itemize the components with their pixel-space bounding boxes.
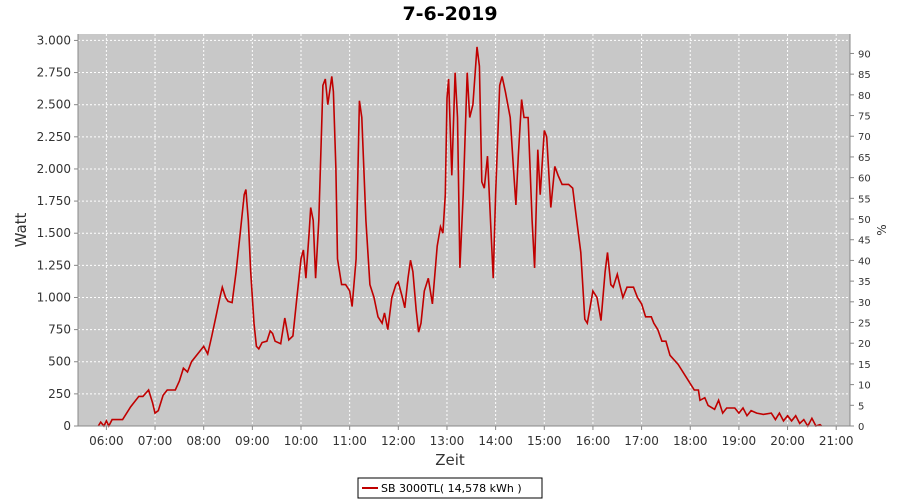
y-tick-label: 1.500 bbox=[37, 226, 71, 240]
x-tick-label: 10:00 bbox=[284, 434, 319, 448]
x-tick-label: 16:00 bbox=[576, 434, 611, 448]
legend bbox=[357, 477, 543, 499]
y2-tick-label: 85 bbox=[858, 70, 871, 81]
x-tick-label: 07:00 bbox=[138, 434, 173, 448]
y2-tick-label: 40 bbox=[858, 256, 871, 267]
x-tick-label: 19:00 bbox=[722, 434, 757, 448]
x-tick-label: 20:00 bbox=[770, 434, 805, 448]
x-tick-label: 12:00 bbox=[381, 434, 416, 448]
x-tick-label: 17:00 bbox=[624, 434, 659, 448]
y2-tick-label: 80 bbox=[858, 91, 871, 102]
legend-label: SB 3000TL( 14,578 kWh ) bbox=[381, 482, 522, 495]
series-line bbox=[97, 46, 823, 428]
y2-tick-label: 5 bbox=[858, 401, 864, 412]
x-axis-label: Zeit bbox=[435, 451, 465, 469]
y-tick-label: 750 bbox=[48, 323, 71, 337]
y2-tick-label: 45 bbox=[858, 236, 871, 247]
y2-tick-label: 50 bbox=[858, 215, 871, 226]
y-tick-label: 2.000 bbox=[37, 162, 71, 176]
x-tick-label: 08:00 bbox=[186, 434, 221, 448]
plot-area bbox=[78, 34, 850, 426]
y-tick-label: 1.000 bbox=[37, 290, 71, 304]
chart-title: 7-6-2019 bbox=[402, 3, 497, 25]
y2-tick-label: 75 bbox=[858, 112, 871, 123]
y2-tick-label: 20 bbox=[858, 339, 871, 350]
y2-axis-label: % bbox=[875, 224, 889, 235]
y-tick-label: 2.750 bbox=[37, 66, 71, 80]
x-tick-label: 06:00 bbox=[89, 434, 124, 448]
x-tick-label: 18:00 bbox=[673, 434, 708, 448]
y-tick-label: 250 bbox=[48, 387, 71, 401]
x-tick-label: 15:00 bbox=[527, 434, 562, 448]
y-tick-label: 2.250 bbox=[37, 130, 71, 144]
y2-tick-label: 30 bbox=[858, 298, 871, 309]
x-tick-label: 09:00 bbox=[235, 434, 270, 448]
y2-tick-label: 15 bbox=[858, 360, 871, 371]
y2-tick-label: 60 bbox=[858, 174, 871, 185]
y-tick-label: 3.000 bbox=[37, 33, 71, 47]
y2-tick-label: 25 bbox=[858, 319, 871, 330]
x-tick-label: 13:00 bbox=[430, 434, 465, 448]
y-tick-label: 500 bbox=[48, 355, 71, 369]
y2-tick-label: 35 bbox=[858, 277, 871, 288]
y-axis-label: Watt bbox=[12, 212, 30, 247]
y-tick-label: 1.750 bbox=[37, 194, 71, 208]
y2-tick-label: 0 bbox=[858, 422, 864, 433]
y-tick-label: 0 bbox=[63, 419, 71, 433]
x-tick-label: 14:00 bbox=[478, 434, 513, 448]
y2-tick-label: 55 bbox=[858, 194, 871, 205]
x-tick-label: 11:00 bbox=[332, 434, 367, 448]
y2-tick-label: 70 bbox=[858, 132, 871, 143]
y2-tick-label: 65 bbox=[858, 153, 871, 164]
y-tick-label: 2.500 bbox=[37, 98, 71, 112]
x-tick-label: 21:00 bbox=[819, 434, 854, 448]
y2-tick-label: 10 bbox=[858, 381, 871, 392]
y-tick-label: 1.250 bbox=[37, 258, 71, 272]
y2-tick-label: 90 bbox=[858, 49, 871, 60]
